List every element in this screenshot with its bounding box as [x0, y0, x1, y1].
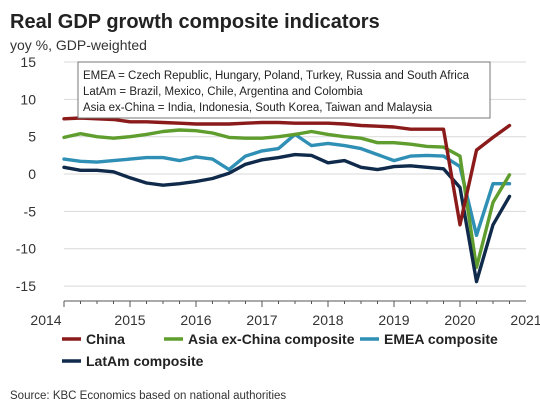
chart-title: Real GDP growth composite indicators: [10, 11, 380, 33]
annotation-line-emea: EMEA = Czech Republic, Hungary, Poland, …: [83, 70, 470, 82]
y-tick-label: -10: [16, 241, 36, 257]
y-tick-label: -15: [16, 278, 36, 294]
series-lines: [62, 116, 512, 284]
annotation-line-latam: LatAm = Brazil, Mexico, Chile, Argentina…: [83, 86, 363, 98]
series-line-3: [62, 152, 512, 284]
x-tick-label: 2021: [510, 312, 540, 328]
y-tick-label: -5: [24, 203, 37, 219]
y-tick-label: 10: [20, 91, 36, 107]
y-axis-ticks: 15 10 5 0 -5 -10 -15: [16, 54, 36, 294]
legend: China Asia ex-China composite EMEA composi…: [62, 331, 498, 369]
legend-label-2: EMEA composite: [384, 331, 498, 347]
x-tick-label: 2018: [312, 312, 343, 328]
annotation-frame: [77, 61, 491, 119]
x-tick-label: 2020: [444, 312, 475, 328]
legend-label-1: Asia ex-China composite: [188, 331, 355, 347]
source-note: Source: KBC Economics based on national …: [10, 390, 286, 402]
annotation-line-asia: Asia ex-China = India, Indonesia, South …: [83, 102, 433, 114]
x-tick-label: 2019: [378, 312, 409, 328]
x-tick-label: 2014: [30, 312, 61, 328]
y-tick-label: 0: [28, 166, 36, 182]
legend-label-3: LatAm composite: [86, 353, 204, 369]
chart-subtitle: yoy %, GDP-weighted: [10, 37, 147, 53]
series-line-1: [62, 128, 512, 270]
legend-label-0: China: [86, 331, 125, 347]
series-line-0: [62, 116, 512, 227]
x-tick-label: 2016: [180, 312, 211, 328]
y-tick-label: 15: [20, 54, 36, 70]
x-axis: 2014 2015 2016 2017 2018 2019 2020 2021: [30, 300, 540, 328]
y-tick-label: 5: [28, 129, 36, 145]
x-tick-label: 2017: [246, 312, 277, 328]
series-line-2: [62, 132, 512, 238]
x-tick-label: 2015: [114, 312, 145, 328]
annotation-box: EMEA = Czech Republic, Hungary, Poland, …: [77, 61, 491, 119]
